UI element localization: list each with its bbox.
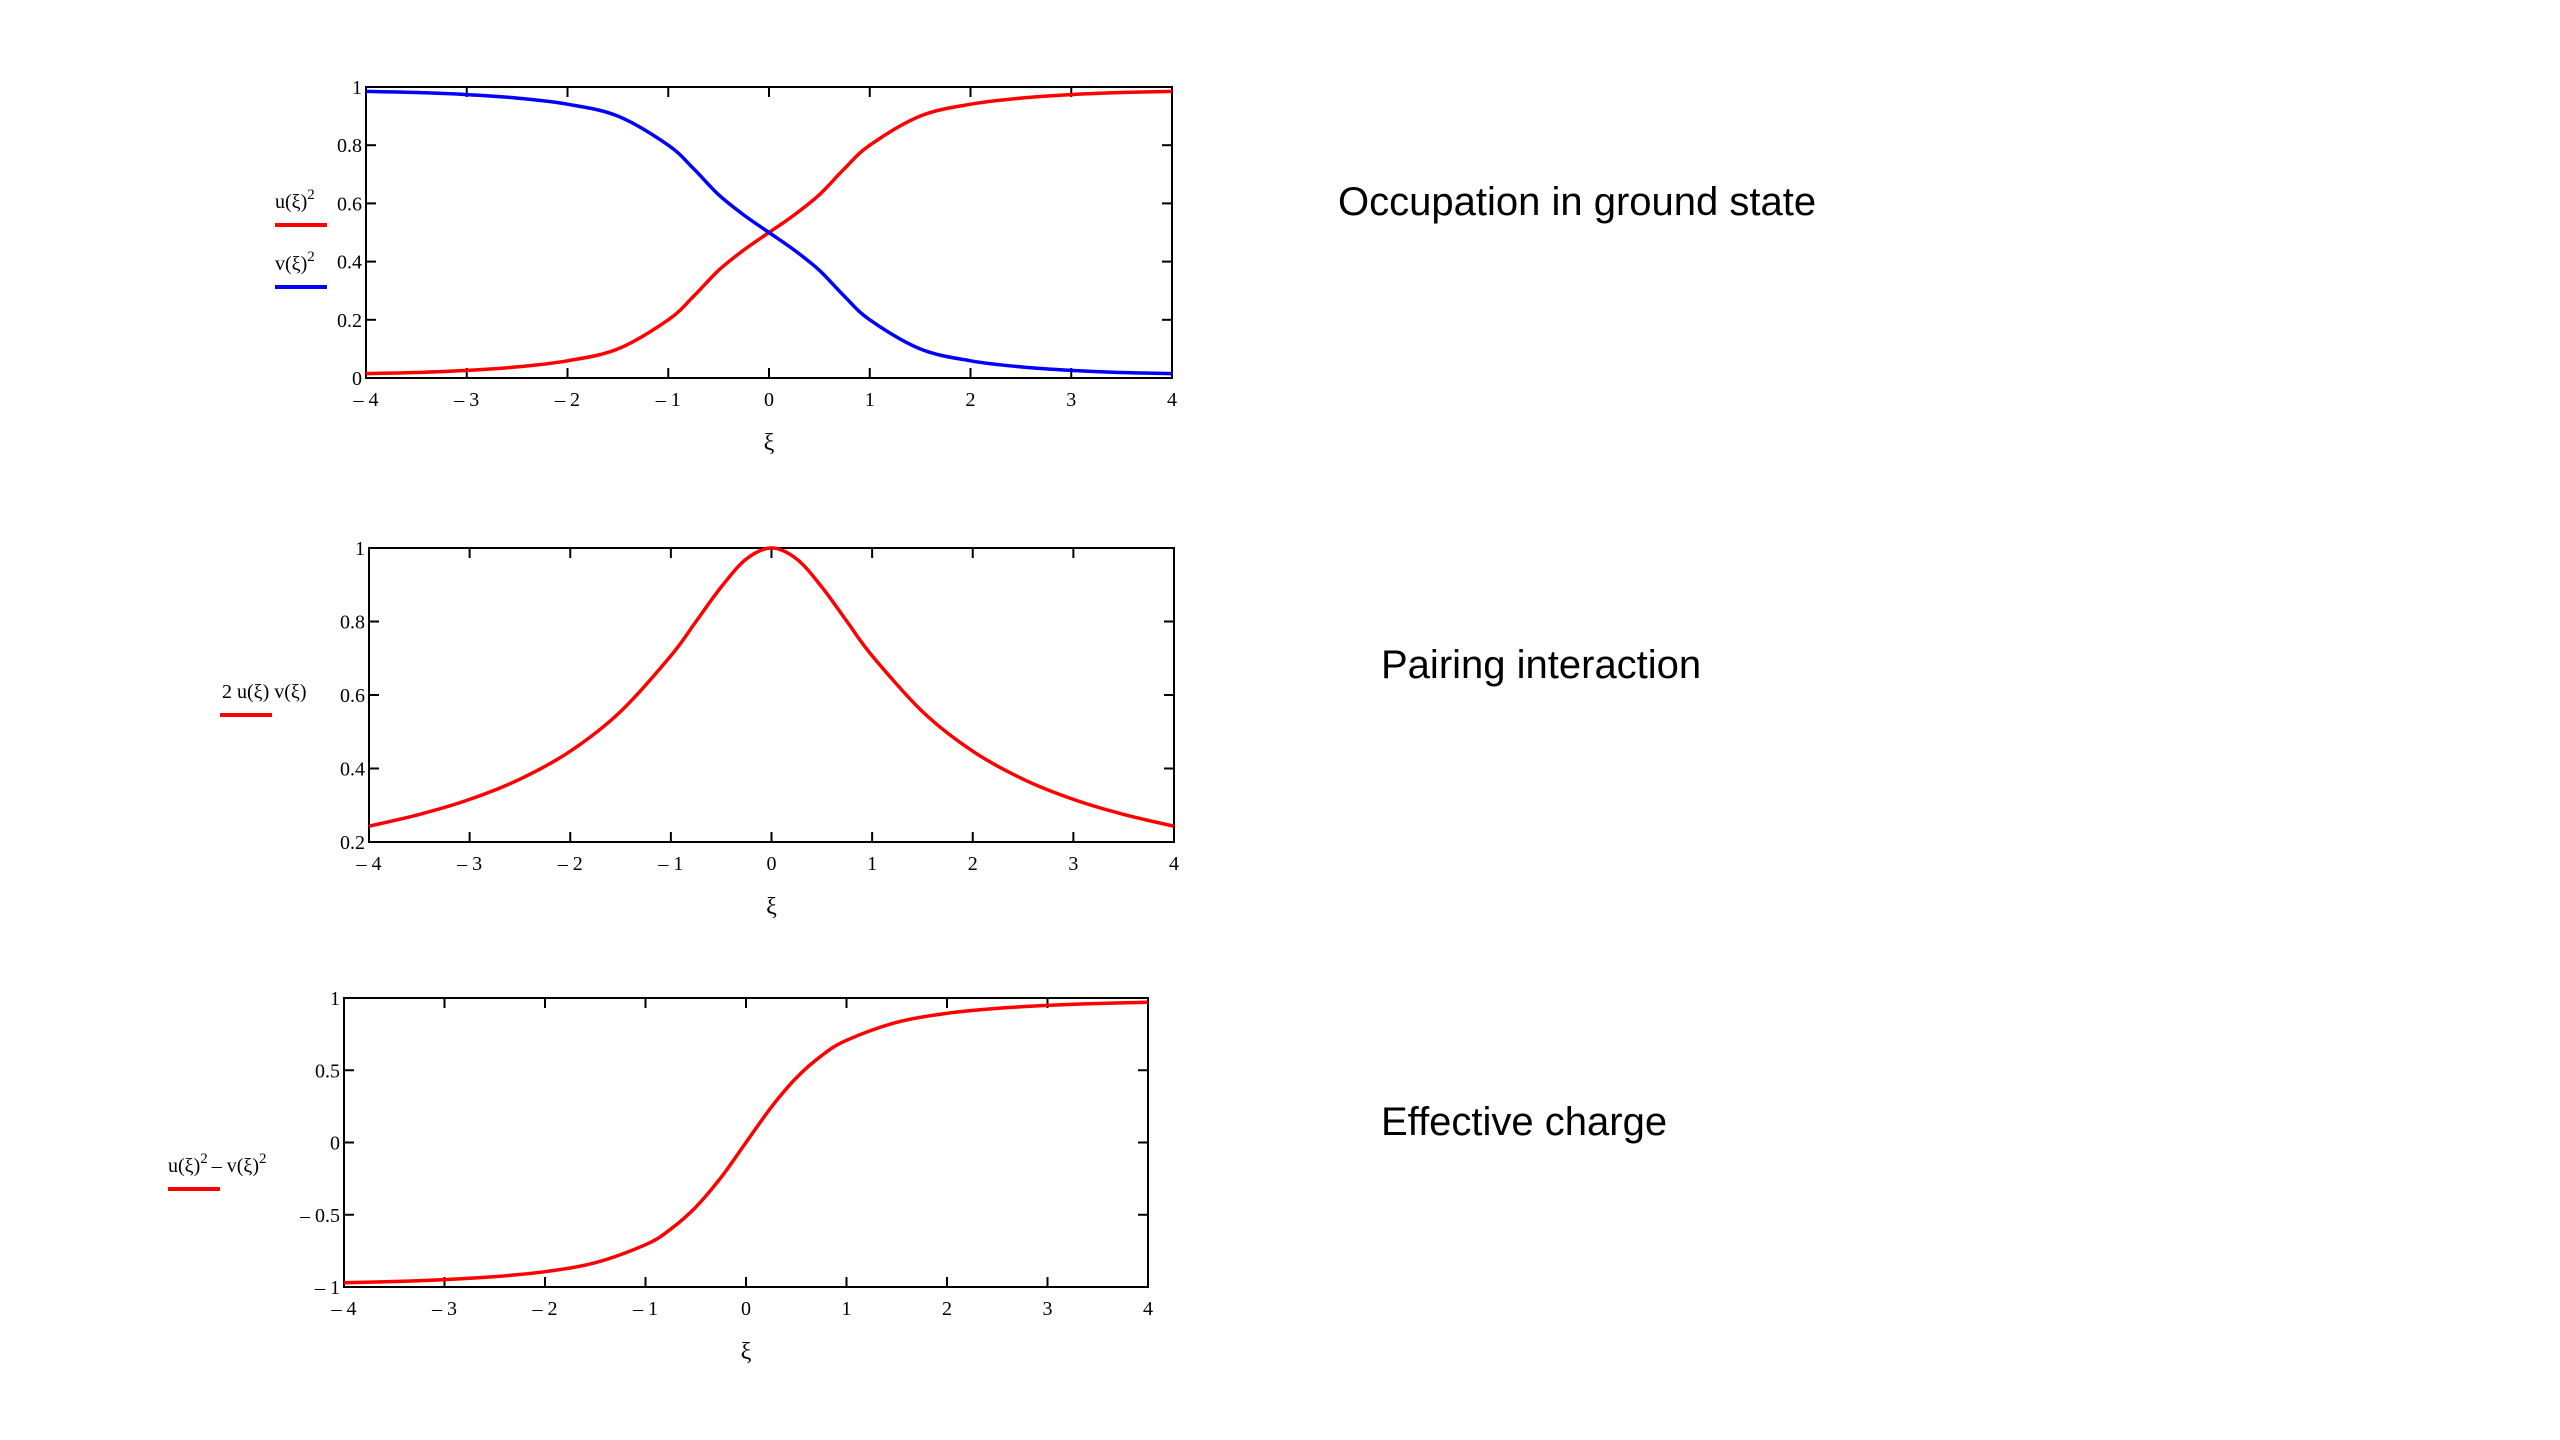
y-axis-label-superscript: 2	[200, 1151, 208, 1167]
y-axis-label: 2 u(ξ) v(ξ)	[222, 681, 306, 703]
x-tick-label: – 3	[431, 1298, 457, 1320]
x-tick-label: 4	[1167, 389, 1177, 411]
y-axis-label: u(ξ)2– v(ξ)2	[168, 1151, 267, 1177]
x-tick-label: – 2	[554, 389, 580, 411]
y-axis-label: v(ξ)2	[275, 249, 315, 275]
y-tick-label: 0.2	[337, 310, 362, 332]
x-tick-label: – 1	[657, 853, 683, 875]
y-axis-label: u(ξ)2	[275, 187, 315, 213]
x-tick-label: – 4	[356, 853, 382, 875]
x-tick-label: – 1	[632, 1298, 658, 1320]
y-tick-label: 1	[330, 988, 340, 1010]
y-tick-label: 0.5	[315, 1060, 340, 1082]
caption-effective-charge: Effective charge	[1381, 1100, 1668, 1144]
caption-pairing: Pairing interaction	[1381, 643, 1702, 687]
x-tick-label: 1	[842, 1298, 852, 1320]
x-tick-label: 0	[741, 1298, 751, 1320]
y-axis-label-superscript-after: 2	[259, 1151, 267, 1167]
x-tick-label: 2	[942, 1298, 952, 1320]
x-tick-label: 4	[1143, 1298, 1153, 1320]
y-tick-label: – 0.5	[299, 1205, 340, 1227]
y-tick-label: 0.4	[340, 759, 365, 781]
y-axis-label-text: u(ξ)	[168, 1155, 200, 1177]
x-tick-label: 0	[764, 389, 774, 411]
series-line-0	[343, 1000, 1149, 1285]
y-axis-label-text-after: – v(ξ)	[211, 1155, 259, 1177]
x-tick-label: 4	[1169, 853, 1179, 875]
x-tick-label: 2	[968, 853, 978, 875]
y-tick-label: 1	[355, 538, 365, 560]
y-tick-label: 0	[330, 1133, 340, 1155]
x-tick-label: 0	[767, 853, 777, 875]
x-tick-label: – 4	[353, 389, 379, 411]
y-tick-label: 0.4	[337, 252, 362, 274]
x-tick-label: – 3	[456, 853, 482, 875]
y-tick-label: 0.8	[340, 612, 365, 634]
y-axis-label-superscript: 2	[307, 249, 315, 265]
x-tick-label: 1	[865, 389, 875, 411]
y-tick-label: 1	[352, 77, 362, 99]
y-tick-label: 0.6	[340, 685, 365, 707]
y-tick-label: 0.2	[340, 832, 365, 854]
x-tick-label: 3	[1066, 389, 1076, 411]
x-tick-label: 3	[1068, 853, 1078, 875]
x-tick-label: – 1	[655, 389, 681, 411]
y-axis-label-text: u(ξ)	[275, 191, 307, 213]
y-axis-label-superscript: 2	[307, 187, 315, 203]
plot-frame	[368, 547, 1175, 843]
y-axis-label-text: v(ξ)	[275, 253, 307, 275]
x-tick-label: 3	[1043, 1298, 1053, 1320]
caption-occupation: Occupation in ground state	[1338, 180, 1817, 224]
x-tick-label: 1	[867, 853, 877, 875]
x-tick-label: – 3	[453, 389, 479, 411]
x-tick-label: – 2	[532, 1298, 558, 1320]
pairing-chart: – 4 – 3 – 2 – 1 0 1 2 3 4 0.2 0.4 0.6 0.8 1 ξ 2 u(ξ) v(…	[220, 538, 1179, 920]
x-axis-label: ξ	[766, 894, 777, 920]
x-axis-label: ξ	[764, 430, 775, 456]
x-tick-label: 2	[966, 389, 976, 411]
y-tick-label: 0	[352, 368, 362, 390]
y-axis-label-text: 2 u(ξ) v(ξ)	[222, 681, 306, 703]
x-tick-label: – 2	[557, 853, 583, 875]
series-line-1	[365, 89, 1173, 376]
x-tick-label: – 4	[331, 1298, 357, 1320]
series-line-0	[368, 546, 1175, 828]
y-tick-label: – 1	[314, 1277, 340, 1299]
y-tick-label: 0.8	[337, 135, 362, 157]
occupation-chart: – 4– 3– 2– 1 0 1 2 3 400.20.40.60.81ξu(ξ)2v(ξ…	[275, 77, 1177, 456]
y-tick-label: 0.6	[337, 193, 362, 215]
x-axis-label: ξ	[741, 1339, 752, 1365]
